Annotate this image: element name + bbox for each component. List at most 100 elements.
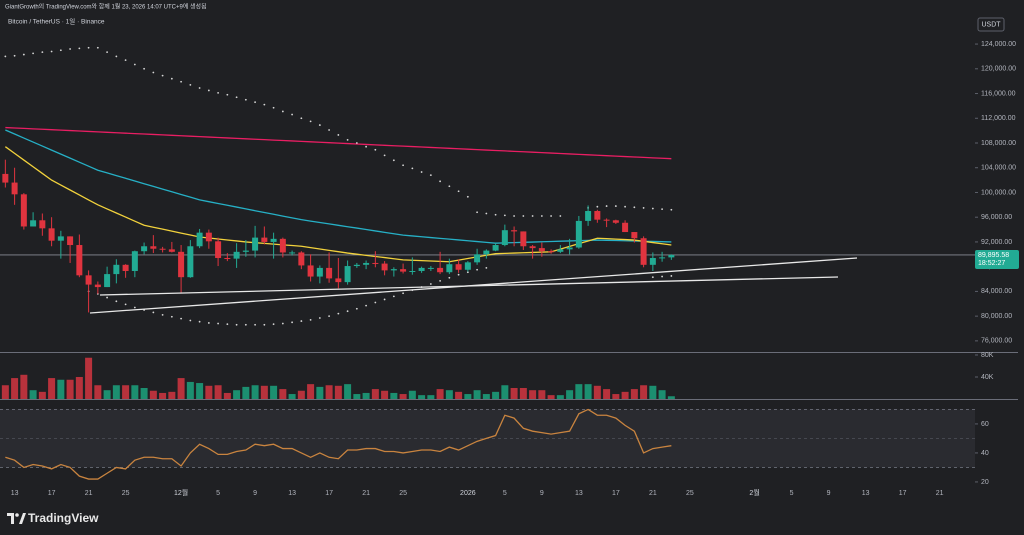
volume-bar [260, 385, 268, 399]
candle-body [492, 245, 499, 251]
candle-body [640, 238, 647, 265]
logo-mark [19, 513, 26, 524]
y-tick-label: 120,000.00 [981, 66, 1016, 73]
indicator-dot [439, 180, 441, 183]
volume-bar [112, 385, 120, 399]
indicator-dot [69, 48, 71, 50]
candle-body [326, 267, 333, 279]
candle-body [511, 230, 518, 232]
indicator-dot [4, 55, 7, 58]
currency-box[interactable] [977, 17, 1005, 32]
candle-body [659, 257, 666, 259]
y-tick-label: 20 [981, 479, 989, 486]
x-tick-label: 5 [503, 490, 507, 497]
candle-body [252, 237, 259, 251]
volume-bar [75, 376, 83, 399]
indicator-dot [152, 311, 155, 314]
indicator-dot [300, 320, 303, 322]
candle-body [548, 251, 555, 253]
candle-body [11, 182, 18, 195]
indicator-dot [661, 275, 663, 278]
indicator-dot [235, 96, 238, 99]
indicator-dot [661, 208, 663, 211]
indicator-dot [272, 106, 275, 109]
candle-body [418, 267, 425, 271]
volume-bar [556, 395, 564, 399]
indicator-dot [670, 275, 673, 277]
indicator-dot [328, 129, 330, 131]
volume-bar [316, 386, 324, 399]
volume-bar [593, 385, 601, 399]
indicator-dot [392, 159, 395, 162]
volume-bar [390, 392, 398, 399]
y-tick-label: 40K [981, 374, 994, 381]
indicator-dot [337, 312, 340, 315]
volume-bar [371, 389, 379, 399]
volume-bar [297, 390, 305, 399]
logo[interactable]: TradingView [7, 511, 99, 525]
indicator-dot [365, 304, 367, 307]
candle-body [30, 220, 37, 227]
indicator-dot [596, 205, 599, 208]
candle-body [76, 245, 83, 276]
indicator-dot [309, 318, 312, 321]
volume-bar [353, 394, 361, 399]
indicator-dot [355, 307, 358, 310]
candle-body [242, 250, 249, 252]
x-tick-label: 9 [253, 490, 257, 497]
candle-body [178, 251, 185, 278]
x-tick-label: 21 [85, 490, 93, 497]
y-tick-label: 116,000.00 [981, 90, 1016, 97]
indicator-dot [466, 195, 469, 198]
indicator-dot [614, 205, 617, 207]
volume-bar [455, 391, 463, 399]
moving-average [5, 129, 672, 244]
candle-body [316, 267, 323, 277]
volume-bar [621, 391, 629, 399]
volume-bar [149, 390, 157, 399]
candle-body [39, 220, 46, 229]
indicator-dot [411, 167, 414, 170]
volume-bar [307, 384, 315, 399]
candle-body [372, 262, 379, 264]
y-tick-label: 124,000.00 [981, 41, 1016, 48]
volume-bar [279, 389, 287, 399]
volume-bar [482, 394, 490, 399]
candle-body [261, 237, 268, 242]
rsi-line [5, 408, 672, 480]
volume-bar [612, 394, 620, 399]
indicator-dot [383, 154, 386, 157]
volume-bar [103, 390, 111, 399]
indicator-dot [503, 214, 506, 217]
volume-bar [575, 384, 583, 399]
last-price-label: 89,895.58 [978, 252, 1009, 259]
indicator-dot [124, 303, 127, 306]
indicator-dot [651, 207, 654, 210]
x-tick-label: 5 [216, 490, 220, 497]
volume-bar [529, 390, 537, 399]
indicator-dot [457, 190, 460, 193]
x-tick-label: 2월 [749, 488, 759, 497]
indicator-dot [291, 113, 293, 116]
candle-body [168, 249, 175, 252]
indicator-dot [22, 53, 25, 56]
x-tick-label: 25 [399, 490, 407, 497]
indicator-dot [346, 310, 349, 313]
candle-body [205, 232, 212, 242]
indicator-dot [32, 52, 34, 55]
candle-body [455, 264, 462, 270]
indicator-dot [531, 215, 534, 217]
x-tick-label: 2026 [460, 490, 476, 497]
x-tick-label: 12월 [174, 488, 188, 497]
candle-body [270, 238, 277, 242]
indicator-dot [217, 322, 220, 325]
indicator-dot [13, 54, 16, 57]
indicator-dot [170, 315, 173, 318]
volume-bar [214, 385, 222, 399]
indicator-dot [374, 148, 377, 151]
volume-bar [436, 389, 444, 399]
indicator-dot [59, 49, 62, 52]
volume-bar [547, 395, 555, 399]
y-tick-label: 80,000.00 [981, 313, 1012, 320]
